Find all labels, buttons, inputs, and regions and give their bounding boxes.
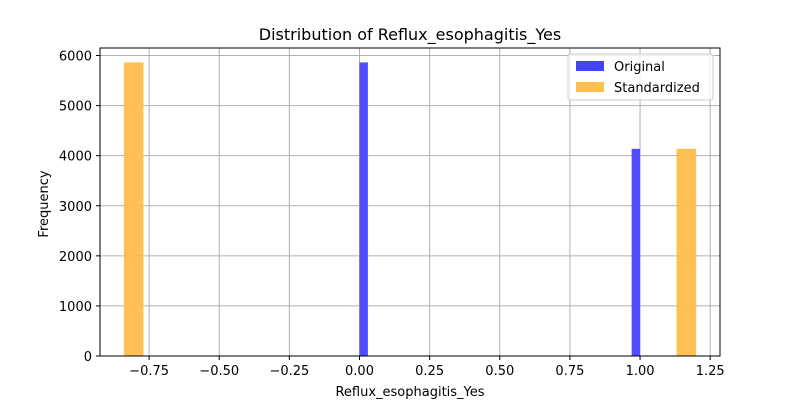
bars <box>123 62 697 357</box>
legend: Original Standardized <box>567 53 714 101</box>
x-tick-label: 0.00 <box>345 364 374 379</box>
bar-standardized <box>123 62 144 357</box>
plot-frame <box>99 47 721 357</box>
legend-label: Original <box>614 60 665 75</box>
x-tick-label: −0.25 <box>269 364 309 379</box>
bar-original <box>359 62 368 357</box>
axis-ticks: −0.75 −0.50 −0.25 0.00 0.25 0.50 0.75 1.00 1.25 0… <box>59 50 725 379</box>
x-tick-label: 1.25 <box>696 364 725 379</box>
x-tick-label: −0.75 <box>129 364 169 379</box>
y-tick-label: 5000 <box>59 100 92 115</box>
x-tick-label: 0.25 <box>415 364 444 379</box>
chart-title: Distribution of Reflux_esophagitis_Yes <box>259 25 561 45</box>
legend-box <box>567 53 714 101</box>
y-tick-label: 0 <box>84 350 92 365</box>
bar-original <box>631 148 641 356</box>
x-tick-label: −0.50 <box>199 364 239 379</box>
y-tick-label: 2000 <box>59 250 92 265</box>
x-tick-label: 1.00 <box>626 364 655 379</box>
x-axis-label: Reflux_esophagitis_Yes <box>335 385 484 400</box>
bar-standardized <box>676 148 697 356</box>
y-tick-label: 6000 <box>59 50 92 65</box>
y-tick-label: 3000 <box>59 200 92 215</box>
y-tick-label: 1000 <box>59 300 92 315</box>
legend-swatch <box>576 61 604 71</box>
y-tick-label: 4000 <box>59 150 92 165</box>
y-axis-label: Frequency <box>37 170 52 237</box>
legend-label: Standardized <box>614 81 700 96</box>
x-tick-label: 0.75 <box>555 364 584 379</box>
x-tick-label: 0.50 <box>485 364 514 379</box>
legend-swatch <box>576 82 604 92</box>
